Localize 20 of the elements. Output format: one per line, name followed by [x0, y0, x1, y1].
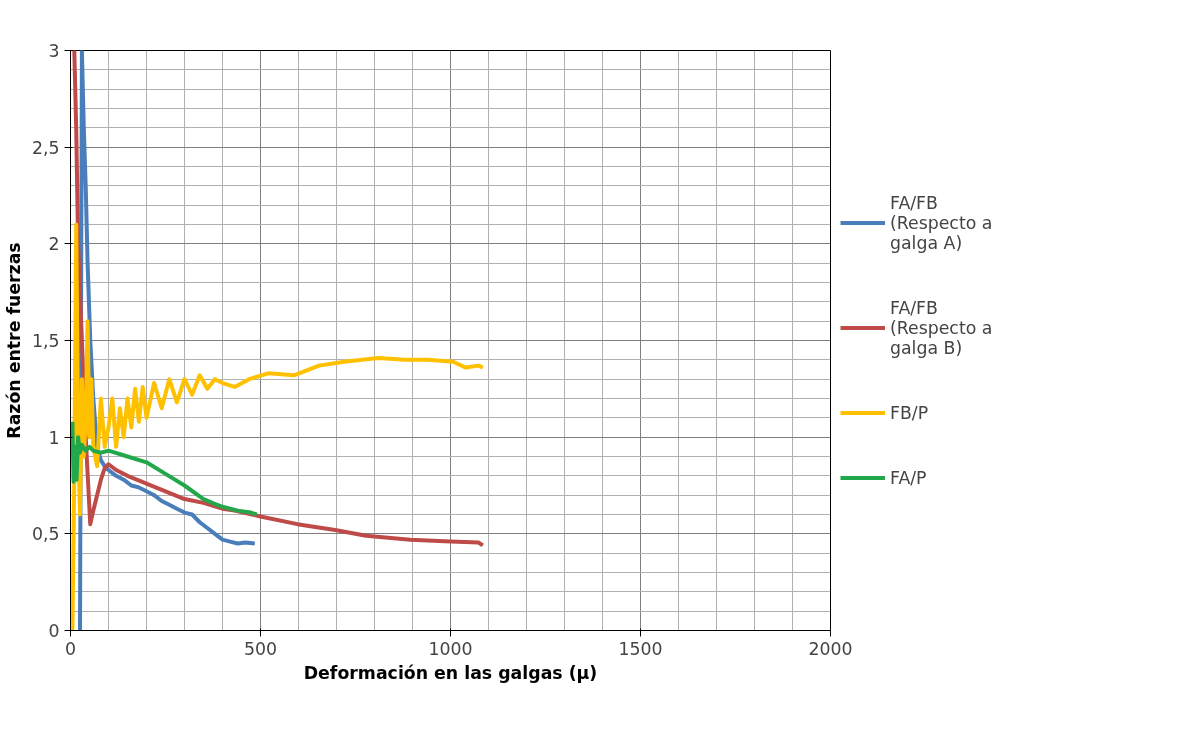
x-tick-label: 1500 [618, 638, 663, 659]
y-tick-label: 1 [48, 427, 60, 448]
x-tick-label: 500 [243, 638, 278, 659]
y-tick-label: 1,5 [31, 331, 60, 351]
y-tick-label: 3 [48, 41, 60, 61]
y-tick-label: 0,5 [31, 524, 60, 545]
x-tick-label: 2000 [808, 638, 853, 659]
legend-label: FB/P [890, 402, 929, 423]
legend-label: FA/FB (Respecto a galga B) [890, 297, 993, 358]
legend-label: FA/FB (Respecto a galga A) [890, 192, 993, 253]
line-series [70, 222, 485, 631]
y-tick-label: 2 [48, 234, 60, 255]
y-tick-label: 0 [48, 621, 60, 641]
y-axis-title: Razón entre fuerzas [3, 242, 24, 439]
line-series [70, 419, 259, 517]
x-axis-title: Deformación en las galgas (μ) [303, 662, 598, 683]
y-tick-label: 2,5 [31, 137, 60, 158]
x-tick-label: 1000 [428, 638, 473, 659]
legend-label: FA/P [890, 467, 927, 488]
x-tick-label: 0 [64, 638, 77, 659]
